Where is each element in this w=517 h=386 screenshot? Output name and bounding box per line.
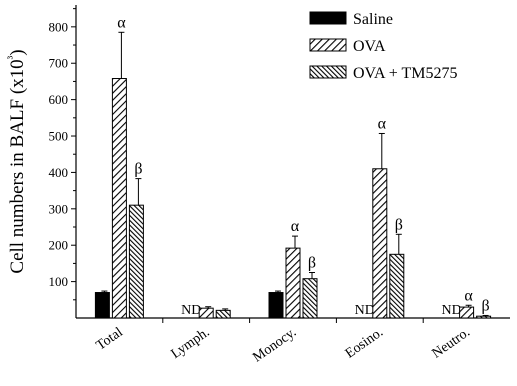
not-detected-label: ND [441,303,461,318]
not-detected-label: ND [181,303,201,318]
legend-swatch [309,38,347,52]
legend-label: OVA + TM5275 [353,65,457,82]
y-tick-label: 800 [49,19,69,34]
bar-1 [459,306,475,319]
bar-1 [372,168,388,319]
significance-label: α [378,115,387,132]
significance-label: β [482,297,490,314]
y-tick-label: 600 [49,92,69,107]
y-tick-label: 500 [49,129,69,144]
x-tick-label: Neutro. [430,325,473,362]
bar-2 [302,278,318,319]
significance-label: β [308,255,316,272]
bar-1 [285,247,301,319]
x-tick-label: Lymph. [169,325,213,362]
bar-1 [111,78,127,319]
chart-marks: 100 200 300 400 500 600 700 800 Cell numbers in … [5,5,510,366]
y-tick-label: 200 [49,238,69,253]
x-tick-label: Eosino. [343,325,386,362]
bar-2 [128,204,144,319]
bar-1 [198,307,214,319]
significance-label: β [395,216,403,233]
bar-2 [215,309,231,319]
significance-label: α [117,14,126,31]
y-tick-label: 100 [49,274,69,289]
x-tick-label: Monocy. [250,325,299,366]
significance-label: α [291,218,300,235]
bar-0 [268,292,284,319]
legend-swatch [309,11,347,25]
bar-2 [389,253,405,319]
y-tick-label: 700 [49,56,69,71]
bar-0 [94,292,110,319]
y-tick-label: 400 [49,165,69,180]
x-tick-label: Total [94,325,126,354]
y-tick-label: 300 [49,201,69,216]
bar-2 [476,315,492,319]
legend-label: OVA [353,38,386,55]
significance-label: β [134,161,142,178]
y-axis-label: Cell numbers in BALF (x10³) [5,49,28,273]
not-detected-label: ND [355,303,375,318]
significance-label: α [464,287,473,304]
legend-label: Saline [353,11,393,28]
legend-swatch [309,65,347,79]
